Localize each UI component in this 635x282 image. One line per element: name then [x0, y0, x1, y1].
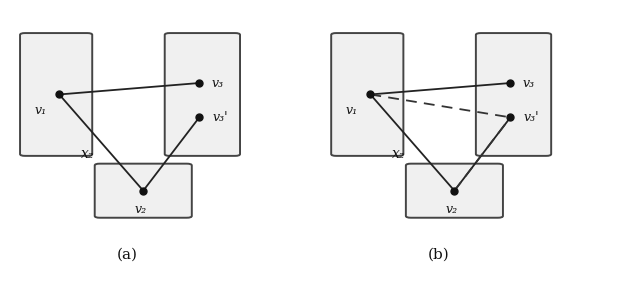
Text: x₂: x₂ — [392, 147, 405, 161]
FancyBboxPatch shape — [476, 33, 551, 156]
Text: (a): (a) — [117, 248, 138, 262]
FancyBboxPatch shape — [95, 164, 192, 218]
Text: (b): (b) — [428, 248, 450, 262]
Text: v₃: v₃ — [212, 76, 224, 89]
FancyBboxPatch shape — [406, 164, 503, 218]
Text: v₁: v₁ — [345, 104, 358, 117]
Text: v₂: v₂ — [445, 202, 457, 215]
Text: v₃': v₃' — [212, 111, 227, 124]
FancyBboxPatch shape — [331, 33, 403, 156]
Text: v₁: v₁ — [34, 104, 46, 117]
FancyBboxPatch shape — [20, 33, 92, 156]
Text: v₃': v₃' — [523, 111, 538, 124]
FancyBboxPatch shape — [164, 33, 240, 156]
Text: v₂: v₂ — [134, 202, 146, 215]
Text: v₃: v₃ — [523, 76, 535, 89]
Text: x₂: x₂ — [81, 147, 94, 161]
